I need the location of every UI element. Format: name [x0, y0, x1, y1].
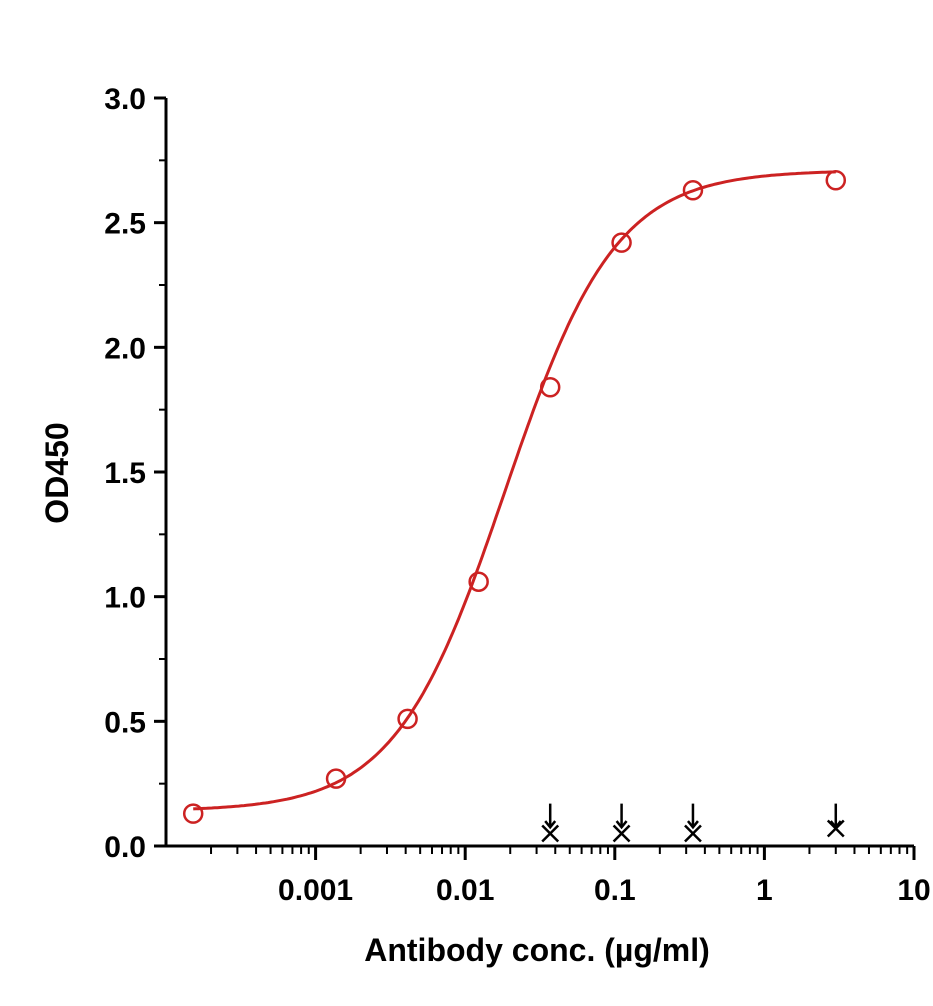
- cross-stroke: [684, 824, 702, 843]
- data-point: [682, 180, 704, 201]
- y-tick-label: 0.5: [104, 706, 146, 739]
- points-layer: [182, 170, 847, 843]
- x-axis-title: Antibody conc. (µg/ml): [364, 932, 710, 968]
- x-tick-label: 10: [897, 874, 930, 907]
- x-axis: 0.001 0.01 0.1 1 10: [166, 844, 931, 907]
- arrow-annotation: [615, 803, 628, 830]
- y-axis: 0.0 0.5 1.0 1.5 2.0 2.5 3.0: [104, 83, 168, 864]
- cross-stroke: [541, 824, 560, 843]
- cross-point: [826, 819, 845, 838]
- x-tick-label: 1: [756, 874, 773, 907]
- arrow-head: [544, 820, 557, 830]
- x-tick-label: 0.01: [436, 874, 494, 907]
- y-tick-label: 1.5: [104, 457, 146, 490]
- fit-layer: [193, 170, 836, 811]
- annotations: [544, 803, 842, 830]
- cross-point: [541, 824, 560, 843]
- arrow-annotation: [686, 803, 699, 830]
- data-point: [539, 376, 561, 398]
- x-tick-label: 0.001: [278, 874, 353, 907]
- arrow-head: [686, 820, 699, 830]
- data-point: [468, 571, 489, 592]
- x-tick-label: 0.1: [594, 874, 636, 907]
- y-tick-label: 0.0: [104, 831, 146, 864]
- data-point: [611, 232, 632, 253]
- cross-point: [684, 824, 702, 843]
- y-tick-label: 2.5: [104, 208, 146, 241]
- fit-curve: [193, 170, 836, 811]
- data-point: [182, 803, 204, 824]
- data-point: [397, 708, 418, 730]
- cross-point: [612, 824, 631, 843]
- cross-stroke: [826, 819, 845, 838]
- y-tick-label: 3.0: [104, 83, 146, 116]
- arrow-annotation: [544, 803, 557, 830]
- y-tick-label: 1.0: [104, 582, 146, 615]
- y-axis-title: OD450: [39, 422, 75, 523]
- arrow-head: [615, 820, 628, 830]
- data-point: [825, 170, 847, 191]
- cross-stroke: [612, 824, 631, 843]
- y-tick-label: 2.0: [104, 332, 146, 365]
- data-point: [325, 768, 347, 789]
